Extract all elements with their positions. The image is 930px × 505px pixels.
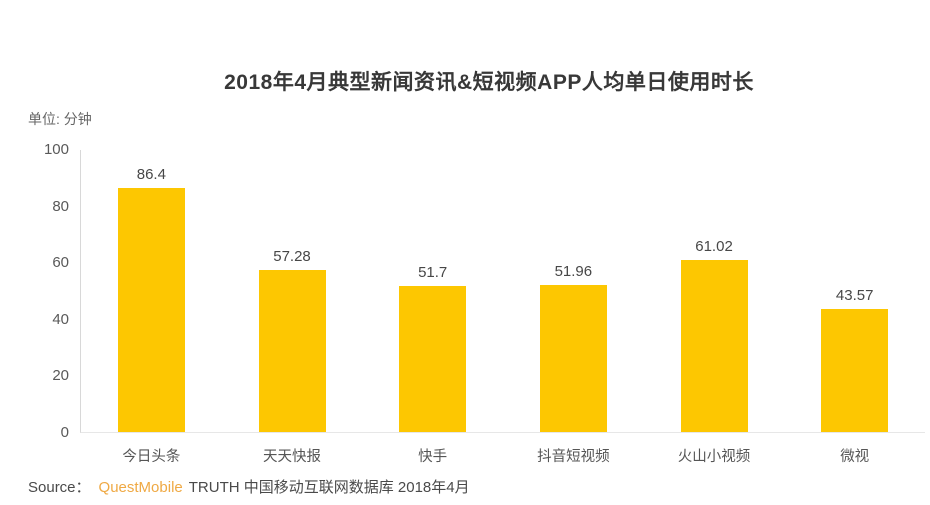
bar-group-4: 51.96 抖音短视频: [503, 150, 644, 465]
bar: [117, 188, 185, 432]
bar-value-label: 86.4: [136, 166, 166, 184]
y-axis-tick-0: 0: [60, 424, 69, 441]
bar-group-2: 57.28 天天快报: [222, 150, 363, 465]
bar-value-label: 51.96: [554, 263, 593, 281]
y-axis-tick-80: 80: [52, 197, 69, 215]
bars-container: 86.4 今日头条 57.28 天天快报 51.7 快手 51.96 抖音短视频 61.02 火山…: [81, 150, 925, 465]
unit-label: 单位: 分钟: [28, 111, 92, 127]
plot-area: 86.4 今日头条 57.28 天天快报 51.7 快手 51.96 抖音短视频 61.02 火山…: [44, 141, 925, 465]
x-axis-category-label: 今日头条: [122, 449, 181, 465]
x-axis-category-label: 微视: [840, 449, 870, 465]
y-axis-tick-100: 100: [43, 141, 69, 158]
chart-title: 2018年4月典型新闻资讯&短视频APP人均单日使用时长: [224, 71, 754, 94]
x-axis-category-label: 抖音短视频: [537, 449, 610, 465]
bar-group-1: 86.4 今日头条: [81, 150, 222, 465]
bar-value-label: 61.02: [695, 237, 733, 255]
source-suffix: TRUTH 中国移动互联网数据库 2018年4月: [188, 479, 470, 496]
bar-value-label: 51.7: [418, 264, 448, 282]
bar: [539, 285, 607, 432]
bar-group-3: 51.7 快手: [362, 150, 503, 465]
bar: [821, 309, 889, 432]
bar: [680, 259, 748, 432]
y-axis-tick-20: 20: [52, 367, 69, 385]
bar: [258, 270, 326, 432]
bar-value-label: 43.57: [835, 287, 874, 305]
source-prefix: Source：: [28, 479, 91, 496]
bar-group-5: 61.02 火山小视频: [644, 150, 785, 465]
x-axis-category-label: 天天快报: [263, 449, 321, 465]
bar: [399, 286, 467, 432]
source-line: Source： QuestMobile TRUTH 中国移动互联网数据库 2018年…: [28, 476, 470, 497]
x-axis-category-label: 火山小视频: [677, 449, 751, 465]
y-axis-tick-60: 60: [52, 254, 69, 272]
source-brand: QuestMobile: [98, 479, 183, 496]
x-axis-category-label: 快手: [418, 449, 448, 465]
bar-group-6: 43.57 微视: [784, 150, 925, 465]
bar-value-label: 57.28: [273, 248, 311, 266]
y-axis-tick-40: 40: [52, 310, 69, 328]
